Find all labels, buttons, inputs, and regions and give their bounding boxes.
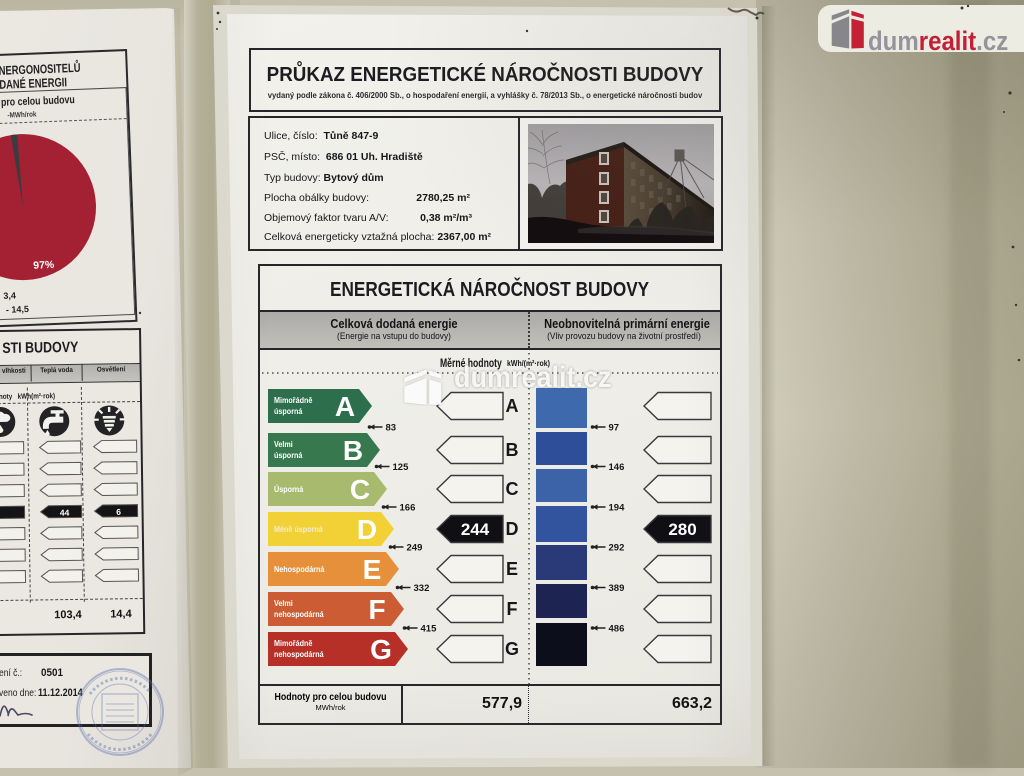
svg-text:486: 486 — [609, 624, 625, 635]
svg-text:83: 83 — [386, 423, 397, 434]
svg-text:nehospodárná: nehospodárná — [274, 650, 324, 659]
svg-text:Velmi: Velmi — [274, 440, 293, 449]
svg-text:F: F — [507, 599, 518, 619]
svg-text:146: 146 — [609, 462, 625, 473]
svg-text:E: E — [363, 554, 382, 585]
svg-text:E: E — [506, 559, 518, 579]
svg-text:244: 244 — [461, 520, 490, 539]
svg-text:97%: 97% — [33, 259, 55, 272]
svg-text:Méně úsporná: Méně úsporná — [274, 525, 324, 534]
svg-text:D: D — [357, 514, 377, 545]
svg-text:97: 97 — [609, 423, 620, 434]
svg-text:úsporná: úsporná — [274, 407, 303, 416]
svg-text:415: 415 — [421, 624, 438, 635]
svg-text:A: A — [506, 396, 519, 416]
svg-text:389: 389 — [609, 583, 625, 594]
svg-text:úsporná: úsporná — [274, 451, 303, 460]
svg-text:292: 292 — [609, 543, 625, 554]
svg-text:Mimořádně: Mimořádně — [274, 639, 312, 648]
svg-text:G: G — [370, 634, 392, 665]
svg-text:Úsporná: Úsporná — [274, 485, 304, 494]
svg-text:D: D — [506, 519, 519, 539]
svg-text:194: 194 — [609, 503, 626, 514]
svg-text:6: 6 — [116, 507, 121, 517]
svg-text:Nehospodárná: Nehospodárná — [274, 565, 325, 574]
svg-text:Měrné hodnoty: Měrné hodnoty — [440, 358, 502, 370]
svg-text:B: B — [343, 435, 363, 466]
svg-text:44: 44 — [60, 508, 70, 518]
svg-text:249: 249 — [407, 543, 423, 554]
svg-text:F: F — [368, 594, 385, 625]
svg-text:C: C — [506, 479, 519, 499]
svg-text:166: 166 — [400, 503, 416, 514]
svg-text:Velmi: Velmi — [274, 599, 293, 608]
svg-text:G: G — [505, 639, 519, 659]
svg-text:280: 280 — [668, 520, 696, 539]
svg-text:A: A — [335, 391, 355, 422]
svg-text:125: 125 — [393, 462, 410, 473]
svg-text:Mimořádně: Mimořádně — [274, 396, 312, 405]
svg-text:C: C — [350, 474, 370, 505]
svg-text:nehospodárná: nehospodárná — [274, 610, 324, 619]
svg-text:B: B — [506, 440, 519, 460]
svg-text:332: 332 — [414, 583, 430, 594]
